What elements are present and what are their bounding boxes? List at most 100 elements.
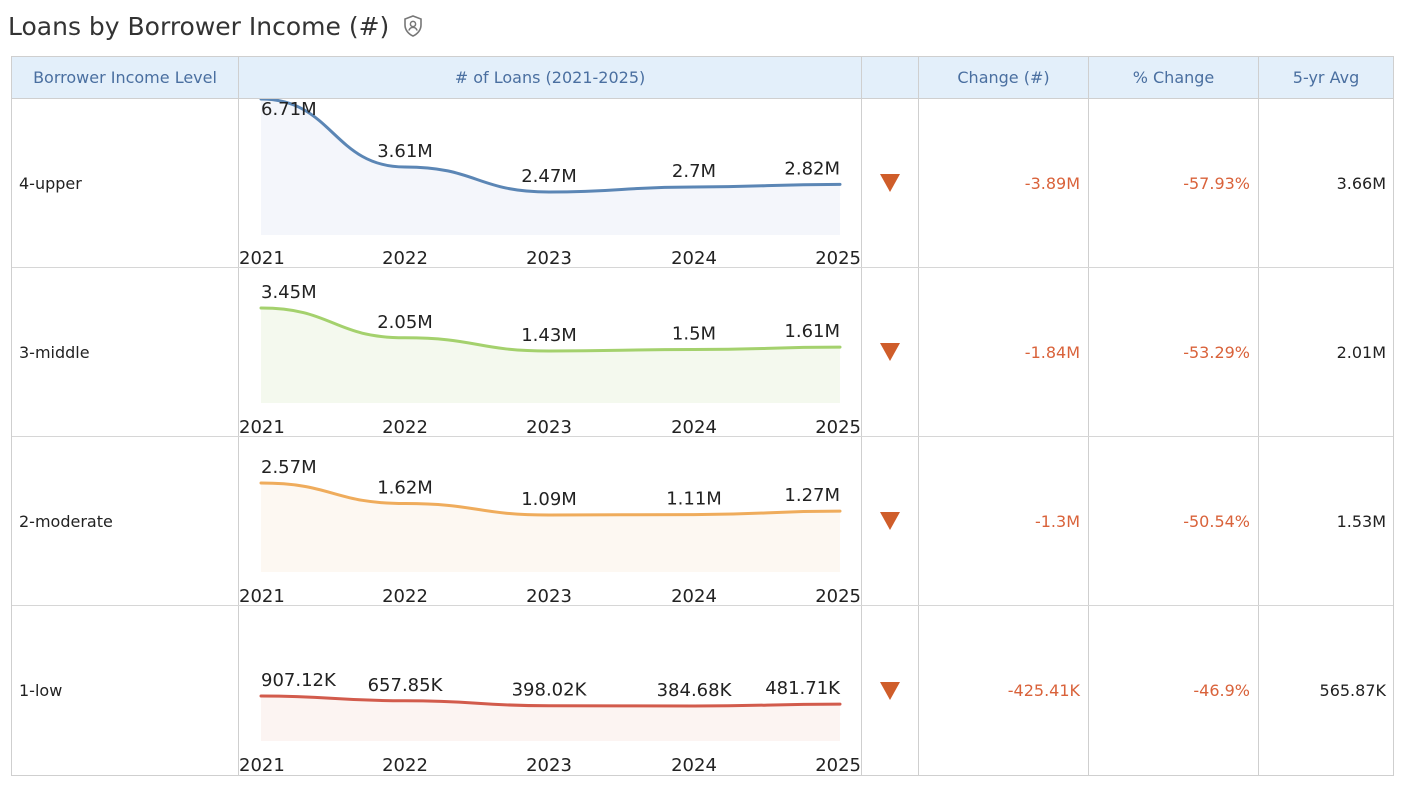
sparkline-value-label: 657.85K — [368, 675, 444, 696]
sparkline-point[interactable] — [400, 162, 410, 172]
sparkline-value-label: 1.43M — [521, 325, 577, 346]
sparkline-value-label: 1.09M — [521, 489, 577, 510]
sparkline-x-tick: 2023 — [526, 417, 572, 437]
sparkline-point[interactable] — [400, 499, 410, 509]
sparkline-line — [259, 306, 842, 353]
sparkline-value-label: 3.61M — [377, 141, 433, 162]
sparkline-x-tick: 2025 — [815, 248, 861, 268]
sparkline-x-tick: 2021 — [239, 755, 285, 775]
loans-sparkline-cell: 3.45M 2.05M 1.43M 1.5M 1.61M 2021 2022 2023 2024… — [239, 268, 862, 437]
sparkline-point[interactable] — [689, 182, 699, 192]
table-row: 1-low 907.12K 657.85K 398.02K 384.68K 481.71K… — [12, 606, 1393, 775]
sparkline-point[interactable] — [400, 333, 410, 343]
sparkline-x-tick: 2022 — [382, 417, 428, 437]
sparkline-point[interactable] — [544, 510, 554, 520]
sparkline-value-label: 398.02K — [512, 680, 588, 701]
table-header: Borrower Income Level # of Loans (2021-2… — [12, 57, 1393, 99]
sparkline-point[interactable] — [256, 691, 266, 701]
sparkline-point[interactable] — [835, 179, 845, 189]
income-level-label: 1-low — [12, 606, 239, 775]
change-num-value: -1.84M — [919, 268, 1089, 436]
change-pct-value: -50.54% — [1089, 437, 1259, 605]
change-pct-value: -53.29% — [1089, 268, 1259, 436]
sparkline-value-label: 2.05M — [377, 312, 433, 333]
income-level-label: 2-moderate — [12, 437, 239, 605]
loans-sparkline-cell: 907.12K 657.85K 398.02K 384.68K 481.71K 2021 2… — [239, 606, 862, 775]
loans-sparkline: 907.12K 657.85K 398.02K 384.68K 481.71K 2021 2… — [239, 670, 861, 775]
sparkline-point[interactable] — [689, 510, 699, 520]
change-num-value: -3.89M — [919, 99, 1089, 267]
sparkline-value-label: 3.45M — [261, 282, 317, 303]
sparkline-point[interactable] — [544, 187, 554, 197]
sparkline-point[interactable] — [256, 303, 266, 313]
table-row: 4-upper 6.71M 3.61M 2.47M 2.7M 2.82M 2021 2022 2… — [12, 99, 1393, 268]
sparkline-x-tick: 2024 — [671, 586, 717, 606]
sparkline-value-label: 907.12K — [261, 670, 337, 691]
header-change-pct[interactable]: % Change — [1089, 57, 1259, 98]
header-5yr-avg[interactable]: 5-yr Avg — [1292, 68, 1360, 87]
sparkline-x-tick: 2023 — [526, 586, 572, 606]
loans-sparkline: 3.45M 2.05M 1.43M 1.5M 1.61M 2021 2022 2023 2024… — [239, 282, 861, 437]
table-row: 3-middle 3.45M 2.05M 1.43M 1.5M 1.61M 2021 2022… — [12, 268, 1393, 437]
income-level-label: 4-upper — [12, 99, 239, 267]
header-trend[interactable] — [862, 57, 919, 98]
sparkline-value-label: 6.71M — [261, 99, 317, 120]
sparkline-value-label: 1.11M — [666, 489, 722, 510]
sparkline-point[interactable] — [544, 701, 554, 711]
header-change-num[interactable]: Change (#) — [919, 57, 1089, 98]
avg5-value: 565.87K — [1319, 681, 1386, 700]
sparkline-point[interactable] — [689, 701, 699, 711]
sparkline-value-label: 2.7M — [672, 161, 716, 182]
sparkline-area — [261, 483, 840, 572]
loans-sparkline-cell: 6.71M 3.61M 2.47M 2.7M 2.82M 2021 2022 2023 2024… — [239, 99, 862, 268]
trend-cell — [862, 99, 919, 267]
change-pct-value: -46.9% — [1089, 606, 1259, 775]
change-num-value: -425.41K — [919, 606, 1089, 775]
header-income-level[interactable]: Borrower Income Level — [12, 57, 239, 98]
title-bar: Loans by Borrower Income (#) — [8, 6, 425, 46]
sparkline-point[interactable] — [256, 478, 266, 488]
sparkline-x-tick: 2023 — [526, 755, 572, 775]
sparkline-line — [259, 481, 842, 517]
income-level-label: 3-middle — [12, 268, 239, 436]
sparkline-point[interactable] — [835, 506, 845, 516]
sparkline-x-tick: 2022 — [382, 248, 428, 268]
header-loans[interactable]: # of Loans (2021-2025) — [239, 57, 862, 98]
sparkline-x-tick: 2025 — [815, 755, 861, 775]
down-triangle-icon — [880, 512, 900, 530]
loans-table: Borrower Income Level # of Loans (2021-2… — [11, 56, 1394, 776]
down-triangle-icon — [880, 343, 900, 361]
sparkline-point[interactable] — [400, 696, 410, 706]
table-row: 2-moderate 2.57M 1.62M 1.09M 1.11M 1.27M 2021 2… — [12, 437, 1393, 606]
loans-sparkline-cell: 2.57M 1.62M 1.09M 1.11M 1.27M 2021 2022 2023 202… — [239, 437, 862, 606]
sparkline-point[interactable] — [835, 699, 845, 709]
sparkline-value-label: 2.82M — [784, 158, 840, 179]
shield-user-icon[interactable] — [401, 14, 425, 38]
avg5-value: 2.01M — [1336, 342, 1386, 362]
sparkline-x-tick: 2022 — [382, 755, 428, 775]
sparkline-x-tick: 2021 — [239, 417, 285, 437]
sparkline-value-label: 384.68K — [657, 680, 733, 701]
sparkline-x-tick: 2024 — [671, 755, 717, 775]
sparkline-x-tick: 2021 — [239, 248, 285, 268]
avg5-value: 3.66M — [1336, 173, 1386, 193]
sparkline-x-tick: 2024 — [671, 248, 717, 268]
loans-sparkline: 2.57M 1.62M 1.09M 1.11M 1.27M 2021 2022 2023 202… — [239, 457, 861, 606]
sparkline-point[interactable] — [689, 345, 699, 355]
sparkline-value-label: 1.62M — [377, 478, 433, 499]
down-triangle-icon — [880, 174, 900, 192]
sparkline-value-label: 1.5M — [672, 324, 716, 345]
page-title: Loans by Borrower Income (#) — [8, 11, 390, 41]
sparkline-x-tick: 2024 — [671, 417, 717, 437]
sparkline-point[interactable] — [835, 342, 845, 352]
sparkline-value-label: 2.57M — [261, 457, 317, 478]
sparkline-x-tick: 2022 — [382, 586, 428, 606]
trend-cell — [862, 606, 919, 775]
sparkline-point[interactable] — [544, 346, 554, 356]
sparkline-value-label: 2.47M — [521, 166, 577, 187]
change-num-value: -1.3M — [919, 437, 1089, 605]
sparkline-line — [259, 694, 842, 708]
sparkline-area — [261, 99, 840, 235]
sparkline-value-label: 1.27M — [784, 485, 840, 506]
sparkline-line — [259, 99, 842, 194]
